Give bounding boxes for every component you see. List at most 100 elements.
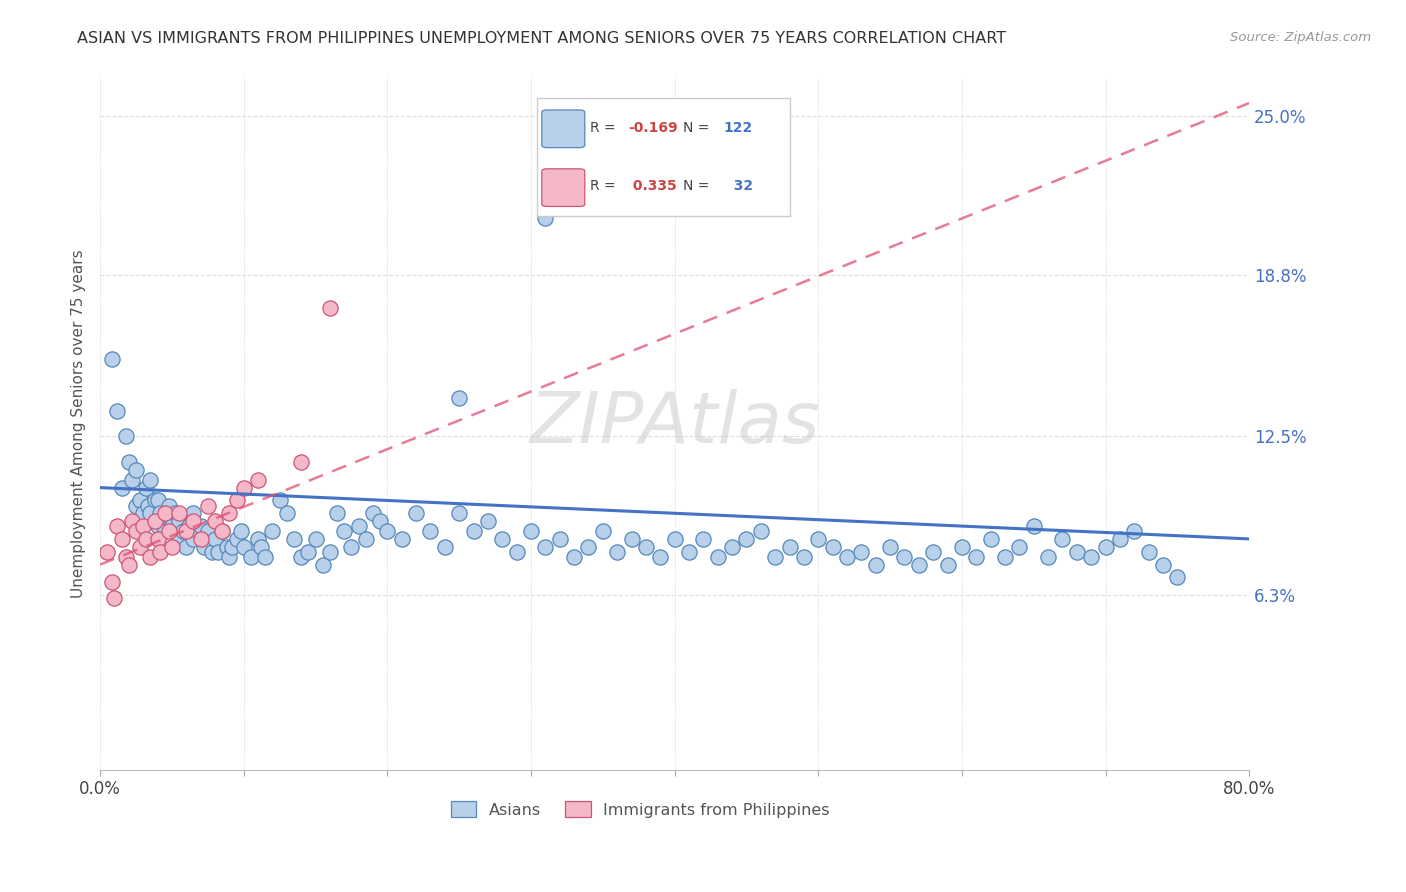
Point <box>1094 540 1116 554</box>
Point <box>153 524 176 539</box>
Point <box>111 481 134 495</box>
Text: Source: ZipAtlas.com: Source: ZipAtlas.com <box>1230 31 1371 45</box>
Point <box>326 506 349 520</box>
Point <box>893 549 915 564</box>
Point <box>276 506 298 520</box>
Point <box>125 463 148 477</box>
Point <box>283 532 305 546</box>
Point <box>304 532 326 546</box>
Y-axis label: Unemployment Among Seniors over 75 years: Unemployment Among Seniors over 75 years <box>72 249 86 598</box>
Point <box>664 532 686 546</box>
Legend: Asians, Immigrants from Philippines: Asians, Immigrants from Philippines <box>444 795 837 824</box>
Point <box>520 524 543 539</box>
Point <box>491 532 513 546</box>
Point <box>204 532 226 546</box>
Point <box>391 532 413 546</box>
Point <box>218 506 240 520</box>
Point <box>290 455 312 469</box>
Point <box>139 549 162 564</box>
Point <box>232 481 254 495</box>
Point <box>620 532 643 546</box>
Point <box>146 493 169 508</box>
Point <box>207 545 229 559</box>
Point <box>449 506 471 520</box>
Point <box>269 493 291 508</box>
Point <box>176 524 198 539</box>
Point <box>907 558 929 572</box>
Point <box>835 549 858 564</box>
Point <box>347 519 370 533</box>
Point <box>221 540 243 554</box>
Point <box>1052 532 1074 546</box>
Point <box>562 549 585 564</box>
Point <box>218 549 240 564</box>
Point <box>634 540 657 554</box>
Point <box>534 211 557 226</box>
Text: ASIAN VS IMMIGRANTS FROM PHILIPPINES UNEMPLOYMENT AMONG SENIORS OVER 75 YEARS CO: ASIAN VS IMMIGRANTS FROM PHILIPPINES UNE… <box>77 31 1007 46</box>
Point <box>1080 549 1102 564</box>
Point <box>1109 532 1132 546</box>
Point <box>678 545 700 559</box>
Point <box>368 514 391 528</box>
Point <box>965 549 987 564</box>
Point <box>157 499 180 513</box>
Point <box>592 524 614 539</box>
Point <box>1152 558 1174 572</box>
Point <box>578 540 600 554</box>
Point <box>160 519 183 533</box>
Point <box>290 549 312 564</box>
Point <box>229 524 252 539</box>
Point <box>361 506 384 520</box>
Point <box>125 524 148 539</box>
Point <box>548 532 571 546</box>
Point <box>354 532 377 546</box>
Point <box>250 540 273 554</box>
Point <box>477 514 499 528</box>
Point <box>121 514 143 528</box>
Point <box>190 532 212 546</box>
Point <box>129 493 152 508</box>
Point <box>96 545 118 559</box>
Point <box>232 540 254 554</box>
Point <box>254 549 277 564</box>
Point <box>650 549 672 564</box>
Point <box>172 524 194 539</box>
Point <box>211 524 233 539</box>
Point <box>100 352 122 367</box>
Point <box>139 473 162 487</box>
Point <box>136 499 159 513</box>
Point <box>160 540 183 554</box>
Point <box>115 549 138 564</box>
Point <box>146 532 169 546</box>
Point <box>118 455 141 469</box>
Point <box>143 493 166 508</box>
Text: ZIPAtlas: ZIPAtlas <box>530 389 820 458</box>
Point <box>125 499 148 513</box>
Point <box>606 545 628 559</box>
Point <box>193 540 215 554</box>
Point <box>865 558 887 572</box>
Point <box>779 540 801 554</box>
Point <box>211 524 233 539</box>
Point <box>706 549 728 564</box>
Point <box>994 549 1017 564</box>
Point <box>197 499 219 513</box>
Point <box>149 545 172 559</box>
Point <box>132 506 155 520</box>
Point <box>851 545 873 559</box>
Point <box>749 524 772 539</box>
Point <box>735 532 758 546</box>
Point <box>562 199 585 213</box>
Point <box>201 545 224 559</box>
Point <box>936 558 959 572</box>
Point <box>1123 524 1146 539</box>
Point <box>215 540 238 554</box>
Point <box>176 540 198 554</box>
Point <box>405 506 427 520</box>
Point <box>297 545 319 559</box>
Point <box>1008 540 1031 554</box>
Point <box>433 540 456 554</box>
Point <box>821 540 844 554</box>
Point <box>225 532 247 546</box>
Point <box>1036 549 1059 564</box>
